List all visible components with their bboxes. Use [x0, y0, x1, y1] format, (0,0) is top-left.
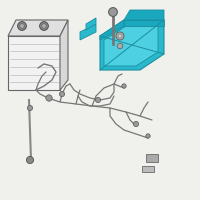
Circle shape — [46, 95, 52, 101]
Circle shape — [59, 91, 65, 97]
Circle shape — [42, 24, 46, 28]
Circle shape — [109, 8, 117, 16]
Polygon shape — [142, 166, 154, 172]
Circle shape — [146, 134, 150, 138]
Circle shape — [117, 43, 123, 49]
Polygon shape — [60, 20, 68, 90]
Circle shape — [118, 34, 122, 38]
Polygon shape — [100, 20, 124, 40]
Circle shape — [20, 24, 24, 28]
Polygon shape — [80, 24, 96, 40]
Polygon shape — [124, 10, 164, 20]
Circle shape — [40, 22, 48, 30]
Polygon shape — [100, 20, 164, 70]
Circle shape — [116, 32, 124, 40]
Circle shape — [122, 84, 126, 88]
Circle shape — [26, 156, 34, 164]
Polygon shape — [8, 20, 68, 36]
Polygon shape — [146, 154, 158, 162]
Circle shape — [27, 105, 33, 111]
Circle shape — [95, 97, 101, 103]
Polygon shape — [104, 26, 158, 66]
Polygon shape — [124, 20, 164, 26]
Polygon shape — [86, 18, 96, 30]
Circle shape — [133, 121, 139, 127]
Circle shape — [18, 22, 26, 30]
Polygon shape — [8, 36, 60, 90]
